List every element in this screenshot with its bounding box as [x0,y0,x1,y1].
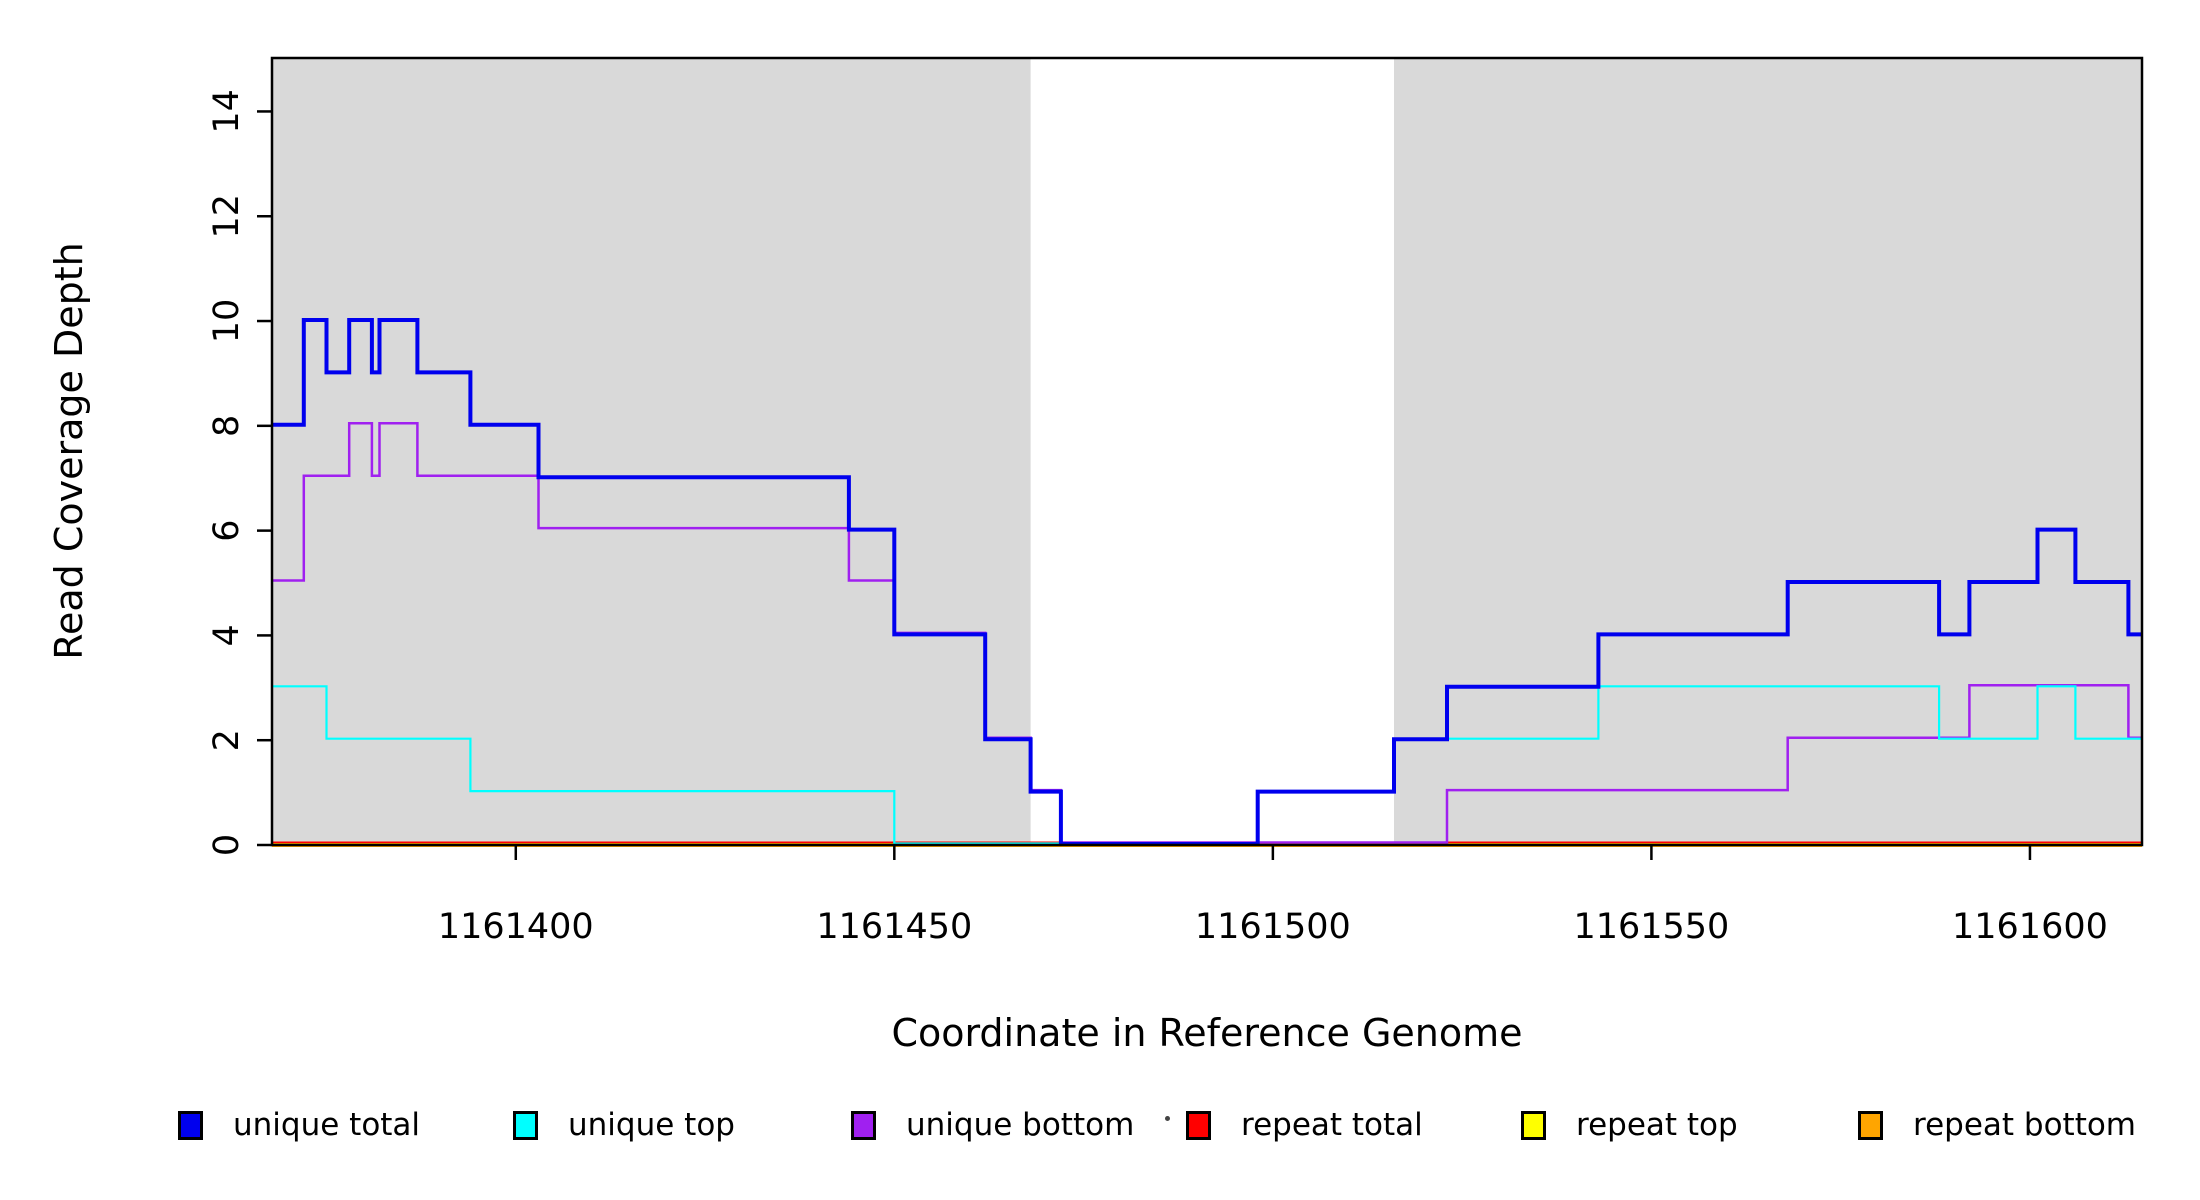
legend-swatch-repeat-total [1186,1110,1211,1140]
y-tick-label: 4 [207,624,247,646]
legend-label: unique total [233,1107,421,1143]
stray-dot [1165,1116,1170,1121]
x-tick-labels: 1161400 1161450 1161500 1161550 1161600 [438,907,2108,947]
legend-swatch-repeat-bottom [1858,1110,1883,1140]
y-tick-label: 10 [207,299,247,344]
y-tick-label: 12 [207,194,247,239]
y-tick-label: 2 [207,729,247,751]
shaded-band [272,58,1031,845]
y-tick-label: 6 [207,519,247,541]
plot-frame [270,56,2144,847]
x-axis-title: Coordinate in Reference Genome [891,1011,1522,1055]
legend-item-unique-total: unique total [178,1108,420,1142]
y-axis-title: Read Coverage Depth [47,242,91,659]
y-tick-label: 14 [207,89,247,134]
y-tick-labels: 0 2 4 6 8 10 12 14 [207,89,247,856]
x-tick-label: 1161600 [1952,907,2108,947]
shaded-band [1394,58,2142,845]
legend-swatch-unique-top [513,1110,538,1140]
y-tick-label: 0 [207,834,247,856]
legend-swatch-unique-total [178,1110,203,1140]
x-tick-label: 1161550 [1573,907,1729,947]
axis-ticks [257,110,2032,860]
legend-item-unique-bottom: unique bottom [851,1108,1134,1142]
legend-label: unique top [568,1107,735,1143]
legend-label: unique bottom [906,1107,1135,1143]
shaded-regions [272,58,2142,845]
plot-border [270,56,2144,847]
legend-swatch-unique-bottom [851,1110,876,1140]
legend-item-repeat-total: repeat total [1186,1108,1423,1142]
legend-label: repeat top [1576,1107,1738,1143]
legend-label: repeat total [1241,1107,1423,1143]
legend-item-repeat-top: repeat top [1521,1108,1738,1142]
x-tick-label: 1161400 [438,907,594,947]
legend-item-unique-top: unique top [513,1108,735,1142]
legend-swatch-repeat-top [1521,1110,1546,1140]
y-tick-label: 8 [207,415,247,437]
x-tick-label: 1161450 [816,907,972,947]
legend-item-repeat-bottom: repeat bottom [1858,1108,2136,1142]
legend-label: repeat bottom [1913,1107,2137,1143]
series-line-unique-total [272,318,2142,846]
x-tick-label: 1161500 [1195,907,1351,947]
